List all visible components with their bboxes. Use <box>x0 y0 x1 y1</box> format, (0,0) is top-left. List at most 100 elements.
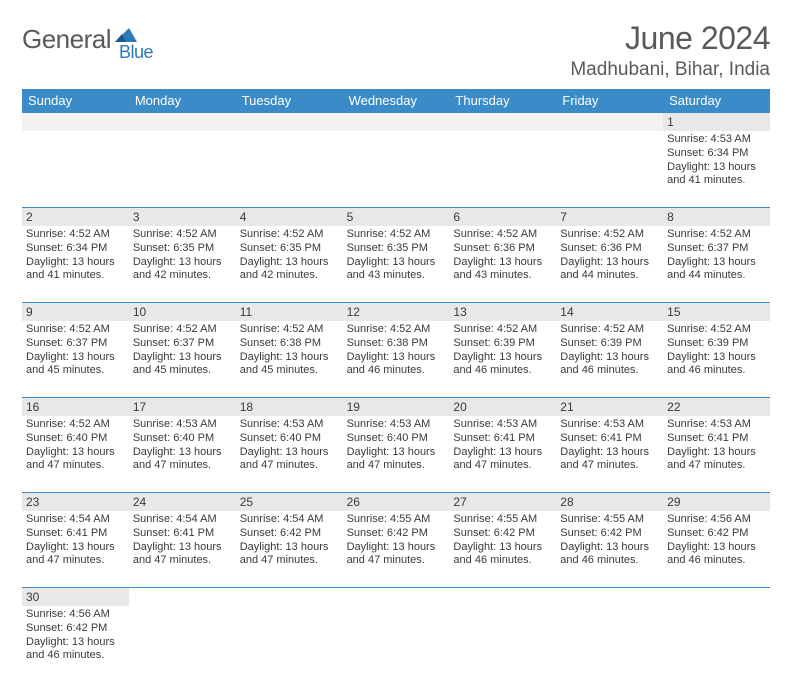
day-cell: Sunrise: 4:54 AMSunset: 6:42 PMDaylight:… <box>236 511 343 587</box>
day-cell <box>556 131 663 207</box>
sunrise-text: Sunrise: 4:52 AM <box>560 228 659 242</box>
logo-text-blue: Blue <box>119 42 153 63</box>
day-cell: Sunrise: 4:53 AMSunset: 6:41 PMDaylight:… <box>556 416 663 492</box>
sunset-text: Sunset: 6:42 PM <box>240 527 339 541</box>
sunrise-text: Sunrise: 4:53 AM <box>667 418 766 432</box>
day-number <box>236 113 343 131</box>
daylight-text: Daylight: 13 hours and 47 minutes. <box>240 446 339 474</box>
sunrise-text: Sunrise: 4:52 AM <box>26 228 125 242</box>
sunset-text: Sunset: 6:39 PM <box>560 337 659 351</box>
day-cell <box>343 131 450 207</box>
day-content-row: Sunrise: 4:54 AMSunset: 6:41 PMDaylight:… <box>22 511 770 587</box>
day-number: 29 <box>663 493 770 511</box>
day-number: 20 <box>449 398 556 416</box>
sunset-text: Sunset: 6:38 PM <box>240 337 339 351</box>
daylight-text: Daylight: 13 hours and 47 minutes. <box>560 446 659 474</box>
day-cell: Sunrise: 4:56 AMSunset: 6:42 PMDaylight:… <box>663 511 770 587</box>
day-header-saturday: Saturday <box>663 89 770 113</box>
sunset-text: Sunset: 6:42 PM <box>667 527 766 541</box>
day-cell <box>22 131 129 207</box>
sunrise-text: Sunrise: 4:52 AM <box>453 323 552 337</box>
daylight-text: Daylight: 13 hours and 46 minutes. <box>667 351 766 379</box>
sunset-text: Sunset: 6:40 PM <box>240 432 339 446</box>
sunrise-text: Sunrise: 4:56 AM <box>667 513 766 527</box>
sunset-text: Sunset: 6:40 PM <box>26 432 125 446</box>
daylight-text: Daylight: 13 hours and 42 minutes. <box>133 256 232 284</box>
sunset-text: Sunset: 6:40 PM <box>347 432 446 446</box>
sunrise-text: Sunrise: 4:54 AM <box>133 513 232 527</box>
day-cell <box>343 606 450 682</box>
day-number: 28 <box>556 493 663 511</box>
day-number <box>663 588 770 606</box>
day-content-row: Sunrise: 4:53 AMSunset: 6:34 PMDaylight:… <box>22 131 770 207</box>
daylight-text: Daylight: 13 hours and 44 minutes. <box>560 256 659 284</box>
sunset-text: Sunset: 6:41 PM <box>133 527 232 541</box>
day-number-row: 1 <box>22 113 770 131</box>
week-block: 30Sunrise: 4:56 AMSunset: 6:42 PMDayligh… <box>22 588 770 682</box>
sunrise-text: Sunrise: 4:53 AM <box>133 418 232 432</box>
month-title: June 2024 <box>570 20 770 57</box>
day-number <box>22 113 129 131</box>
day-number: 25 <box>236 493 343 511</box>
daylight-text: Daylight: 13 hours and 43 minutes. <box>453 256 552 284</box>
sunset-text: Sunset: 6:42 PM <box>560 527 659 541</box>
logo-text-general: General <box>22 24 111 55</box>
day-cell: Sunrise: 4:53 AMSunset: 6:40 PMDaylight:… <box>343 416 450 492</box>
day-cell: Sunrise: 4:52 AMSunset: 6:34 PMDaylight:… <box>22 226 129 302</box>
sunset-text: Sunset: 6:41 PM <box>26 527 125 541</box>
day-cell: Sunrise: 4:52 AMSunset: 6:38 PMDaylight:… <box>236 321 343 397</box>
day-header-thursday: Thursday <box>449 89 556 113</box>
day-number: 12 <box>343 303 450 321</box>
daylight-text: Daylight: 13 hours and 47 minutes. <box>453 446 552 474</box>
day-number: 18 <box>236 398 343 416</box>
day-number: 17 <box>129 398 236 416</box>
sunset-text: Sunset: 6:37 PM <box>26 337 125 351</box>
daylight-text: Daylight: 13 hours and 45 minutes. <box>133 351 232 379</box>
sunset-text: Sunset: 6:42 PM <box>453 527 552 541</box>
day-number: 14 <box>556 303 663 321</box>
daylight-text: Daylight: 13 hours and 44 minutes. <box>667 256 766 284</box>
day-cell <box>129 606 236 682</box>
daylight-text: Daylight: 13 hours and 47 minutes. <box>133 541 232 569</box>
day-number <box>236 588 343 606</box>
day-number-row: 16171819202122 <box>22 398 770 416</box>
day-cell: Sunrise: 4:55 AMSunset: 6:42 PMDaylight:… <box>556 511 663 587</box>
day-cell: Sunrise: 4:52 AMSunset: 6:40 PMDaylight:… <box>22 416 129 492</box>
sunset-text: Sunset: 6:41 PM <box>667 432 766 446</box>
day-cell <box>556 606 663 682</box>
daylight-text: Daylight: 13 hours and 46 minutes. <box>453 351 552 379</box>
day-number: 11 <box>236 303 343 321</box>
sunset-text: Sunset: 6:37 PM <box>133 337 232 351</box>
day-number: 23 <box>22 493 129 511</box>
sunrise-text: Sunrise: 4:53 AM <box>240 418 339 432</box>
day-cell: Sunrise: 4:53 AMSunset: 6:41 PMDaylight:… <box>449 416 556 492</box>
day-cell <box>236 606 343 682</box>
day-cell <box>449 131 556 207</box>
sunrise-text: Sunrise: 4:54 AM <box>26 513 125 527</box>
day-cell: Sunrise: 4:52 AMSunset: 6:36 PMDaylight:… <box>449 226 556 302</box>
sunrise-text: Sunrise: 4:52 AM <box>240 323 339 337</box>
calendar-body: 1Sunrise: 4:53 AMSunset: 6:34 PMDaylight… <box>22 113 770 682</box>
sunset-text: Sunset: 6:42 PM <box>26 622 125 636</box>
day-number: 8 <box>663 208 770 226</box>
day-content-row: Sunrise: 4:52 AMSunset: 6:40 PMDaylight:… <box>22 416 770 492</box>
logo: General Blue <box>22 24 153 63</box>
day-number <box>556 588 663 606</box>
day-number: 7 <box>556 208 663 226</box>
daylight-text: Daylight: 13 hours and 47 minutes. <box>347 541 446 569</box>
sunset-text: Sunset: 6:37 PM <box>667 242 766 256</box>
sunrise-text: Sunrise: 4:52 AM <box>347 323 446 337</box>
daylight-text: Daylight: 13 hours and 41 minutes. <box>26 256 125 284</box>
day-number: 2 <box>22 208 129 226</box>
day-content-row: Sunrise: 4:52 AMSunset: 6:37 PMDaylight:… <box>22 321 770 397</box>
day-cell: Sunrise: 4:52 AMSunset: 6:39 PMDaylight:… <box>663 321 770 397</box>
sunrise-text: Sunrise: 4:53 AM <box>453 418 552 432</box>
day-header-monday: Monday <box>129 89 236 113</box>
sunset-text: Sunset: 6:36 PM <box>453 242 552 256</box>
day-number: 21 <box>556 398 663 416</box>
sunset-text: Sunset: 6:39 PM <box>453 337 552 351</box>
location: Madhubani, Bihar, India <box>570 59 770 81</box>
day-number <box>343 113 450 131</box>
day-header-friday: Friday <box>556 89 663 113</box>
day-number-row: 2345678 <box>22 208 770 226</box>
